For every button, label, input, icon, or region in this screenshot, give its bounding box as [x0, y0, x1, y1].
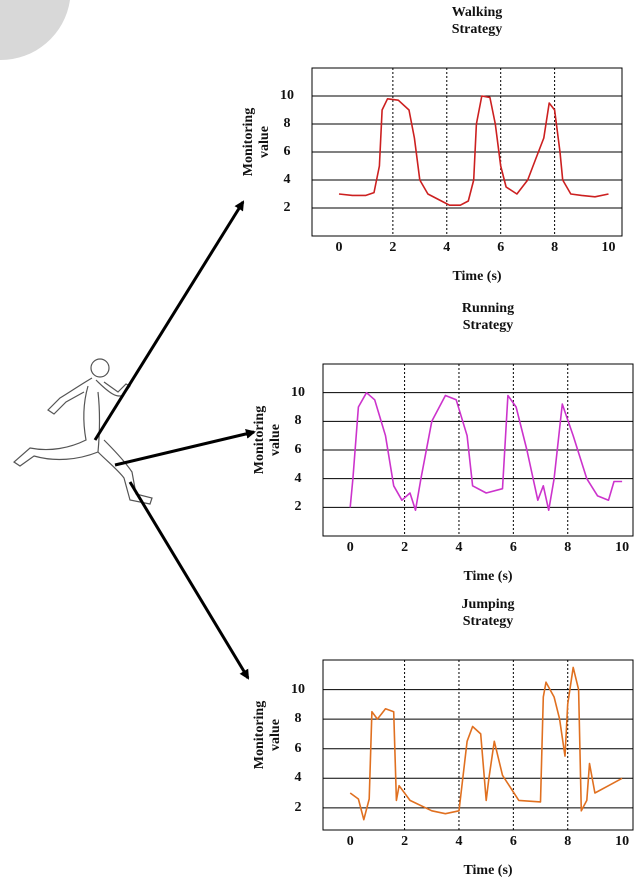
- x-tick-label: 8: [564, 834, 572, 849]
- x-tick-label: 0: [346, 834, 354, 849]
- runner: [13, 358, 153, 505]
- x-tick-label: 6: [509, 540, 517, 555]
- arrow: [114, 428, 256, 467]
- y-tick-label: 8: [294, 413, 302, 429]
- x-tick-label: 4: [443, 240, 451, 255]
- x-tick-label: 4: [455, 834, 463, 849]
- y-tick-label: 10: [280, 88, 294, 103]
- data-line: [349, 391, 623, 511]
- y-tick-label: 6: [294, 740, 302, 756]
- y-tick-label: 2: [294, 499, 302, 515]
- y-tick-label: 4: [294, 470, 302, 486]
- y-tick-label: 8: [283, 116, 291, 131]
- x-tick-label: 6: [509, 834, 517, 849]
- x-tick-label: 6: [497, 240, 505, 255]
- y-tick-label: 6: [283, 144, 291, 159]
- chart-title: Walking Strategy: [451, 5, 503, 37]
- x-axis-label: Time (s): [463, 863, 513, 878]
- x-tick-label: 10: [615, 540, 630, 555]
- corner-shape: [0, 0, 70, 61]
- data-line: [338, 95, 609, 206]
- y-tick-label: 4: [283, 172, 291, 187]
- x-tick-label: 4: [455, 540, 463, 555]
- chart-title: Running Strategy: [461, 301, 515, 333]
- chart-title: Jumping Strategy: [461, 597, 515, 629]
- y-tick-label: 6: [294, 442, 302, 457]
- y-tick-label: 8: [294, 711, 302, 727]
- y-tick-label: 4: [294, 770, 302, 786]
- x-tick-label: 10: [601, 240, 616, 255]
- data-line: [349, 666, 623, 821]
- y-axis-label: Monitoring value: [252, 700, 283, 770]
- y-tick-label: 2: [294, 799, 302, 815]
- y-tick-label: 10: [291, 681, 305, 697]
- x-tick-label: 8: [564, 540, 572, 555]
- y-axis-label: Monitoring value: [241, 107, 272, 177]
- x-tick-label: 2: [401, 834, 409, 849]
- x-tick-label: 2: [401, 540, 409, 555]
- x-tick-label: 10: [615, 834, 630, 849]
- x-tick-label: 8: [551, 240, 559, 255]
- x-axis-label: Time (s): [452, 269, 502, 284]
- arrow: [128, 481, 250, 680]
- x-tick-label: 0: [335, 240, 343, 255]
- arrow: [93, 200, 245, 441]
- y-axis-label: Monitoring value: [252, 405, 283, 475]
- arrows: [93, 200, 256, 680]
- x-tick-label: 2: [389, 240, 397, 255]
- plot-frame: [322, 659, 634, 831]
- y-tick-label: 2: [283, 200, 291, 215]
- x-tick-label: 0: [346, 540, 354, 555]
- y-tick-label: 10: [291, 384, 305, 400]
- x-axis-label: Time (s): [463, 569, 513, 584]
